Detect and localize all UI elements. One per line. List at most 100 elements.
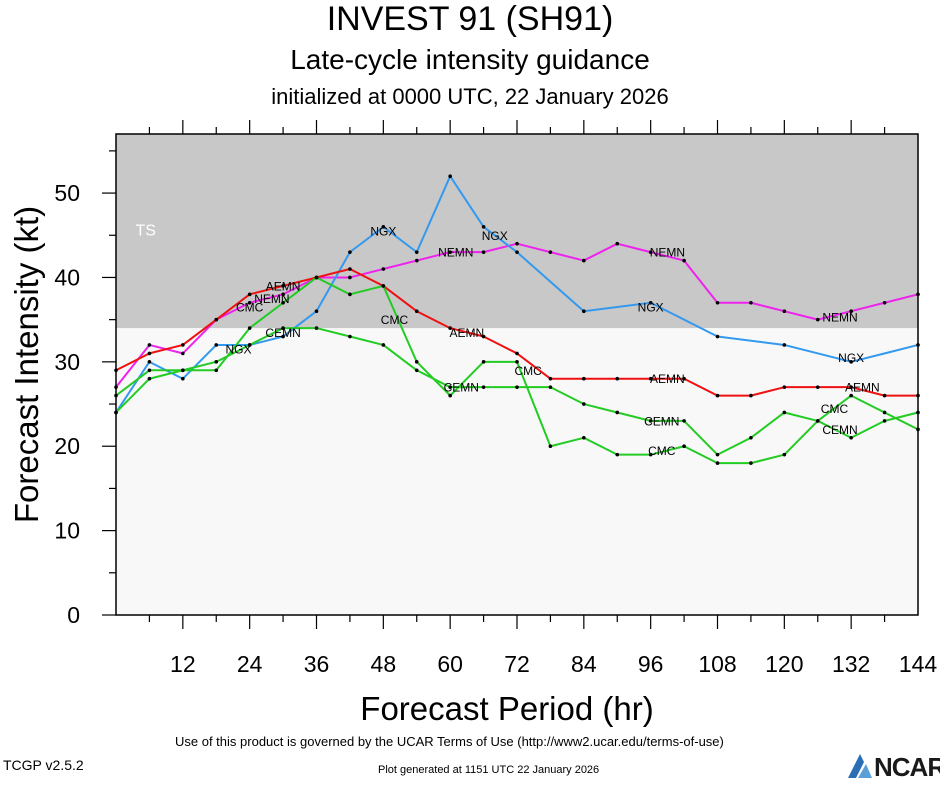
x-tick-label: 36	[304, 651, 330, 677]
data-point-nemn	[815, 317, 820, 322]
data-point-ngx	[348, 250, 352, 254]
data-point-nemn	[247, 300, 252, 305]
data-point-cemn	[715, 452, 720, 457]
data-point-nemn	[147, 343, 152, 347]
tropical-storm-band	[116, 134, 918, 329]
series-label-nemn: NEMN	[822, 311, 857, 325]
data-point-cmc	[281, 300, 285, 305]
data-point-nemn	[281, 292, 285, 297]
data-point-cemn	[582, 402, 586, 406]
data-point-ngx	[214, 343, 219, 347]
data-point-cmc	[682, 444, 686, 449]
series-label-aemn: AEMN	[450, 326, 485, 340]
data-point-cemn	[414, 368, 419, 373]
data-point-cemn	[548, 385, 553, 389]
series-label-aemn: AEMN	[266, 279, 301, 293]
data-point-cmc	[548, 444, 553, 449]
data-point-ngx	[648, 300, 653, 305]
x-axis-label: Forecast Period (hr)	[360, 690, 653, 727]
data-point-aemn	[548, 376, 553, 381]
data-point-cmc	[214, 368, 219, 373]
data-point-ngx	[181, 376, 185, 381]
data-point-cemn	[782, 410, 787, 415]
data-point-nemn	[682, 258, 686, 263]
x-tick-label: 72	[504, 651, 530, 677]
data-point-cemn	[481, 385, 486, 389]
data-point-aemn	[815, 385, 820, 389]
data-point-cmc	[782, 452, 787, 457]
series-label-nemn: NEMN	[254, 292, 289, 306]
data-point-nemn	[348, 275, 352, 280]
data-point-nemn	[548, 250, 553, 254]
chart-subtitle: Late-cycle intensity guidance	[290, 44, 650, 75]
below-threshold-band	[116, 328, 918, 615]
series-label-aemn: AEMN	[845, 381, 880, 395]
y-tick-label: 0	[67, 602, 80, 628]
ncar-logo-icon	[848, 754, 872, 778]
tropical-storm-label: TS	[135, 222, 155, 239]
data-point-aemn	[414, 309, 419, 314]
data-point-cmc	[715, 461, 720, 465]
x-tick-label: 60	[437, 651, 463, 677]
series-label-ngx: NGX	[838, 351, 864, 365]
data-point-cemn	[615, 410, 620, 415]
plot-generated-note: Plot generated at 1151 UTC 22 January 20…	[378, 764, 600, 776]
data-point-ngx	[314, 309, 319, 314]
series-label-cmc: CMC	[514, 364, 542, 378]
x-tick-label: 132	[832, 651, 870, 677]
data-point-nemn	[582, 258, 586, 263]
data-point-ngx	[147, 360, 152, 364]
data-point-aemn	[281, 284, 285, 288]
data-point-aemn	[582, 376, 586, 381]
data-point-nemn	[481, 250, 486, 254]
series-label-cmc: CMC	[236, 300, 264, 314]
series-label-aemn: AEMN	[650, 372, 685, 386]
data-point-cemn	[281, 326, 285, 330]
data-point-aemn	[147, 351, 152, 356]
data-point-nemn	[782, 309, 787, 314]
data-point-cmc	[147, 368, 152, 373]
data-point-nemn	[648, 250, 653, 254]
data-point-nemn	[515, 241, 519, 246]
data-point-aemn	[648, 376, 653, 381]
data-point-cemn	[815, 419, 820, 423]
ncar-logo: NCAR	[846, 752, 940, 782]
y-tick-label: 30	[54, 349, 80, 375]
series-label-nemn: NEMN	[438, 246, 473, 260]
x-tick-label: 24	[237, 651, 263, 677]
data-point-cmc	[448, 393, 452, 398]
data-point-cmc	[515, 360, 519, 364]
series-label-cemn: CEMN	[644, 414, 679, 428]
series-label-cemn: CEMN	[444, 381, 479, 395]
data-point-cmc	[882, 410, 887, 415]
x-tick-label: 12	[170, 651, 196, 677]
series-label-ngx: NGX	[638, 300, 664, 314]
data-point-ngx	[414, 250, 419, 254]
series-label-ngx: NGX	[226, 343, 252, 357]
data-point-aemn	[882, 393, 887, 398]
y-tick-label: 40	[54, 264, 80, 290]
series-label-cemn: CEMN	[822, 423, 857, 437]
data-point-cemn	[849, 435, 853, 440]
series-label-cemn: CEMN	[265, 326, 300, 340]
series-label-nemn: NEMN	[650, 246, 685, 260]
data-point-cemn	[348, 334, 352, 339]
data-point-cmc	[247, 326, 252, 330]
x-tick-label: 96	[638, 651, 664, 677]
data-point-ngx	[481, 225, 486, 229]
data-point-cmc	[648, 452, 653, 457]
data-point-aemn	[348, 267, 352, 271]
data-point-nemn	[615, 241, 620, 246]
y-tick-label: 10	[54, 518, 80, 544]
data-point-cmc	[481, 360, 486, 364]
data-point-cmc	[749, 461, 753, 465]
data-point-cemn	[682, 419, 686, 423]
data-point-cemn	[381, 343, 386, 347]
x-tick-label: 48	[371, 651, 397, 677]
data-point-aemn	[448, 326, 452, 330]
version-label: TCGP v2.5.2	[3, 757, 84, 773]
data-point-aemn	[181, 343, 185, 347]
data-point-cemn	[214, 360, 219, 364]
data-point-nemn	[749, 300, 753, 305]
